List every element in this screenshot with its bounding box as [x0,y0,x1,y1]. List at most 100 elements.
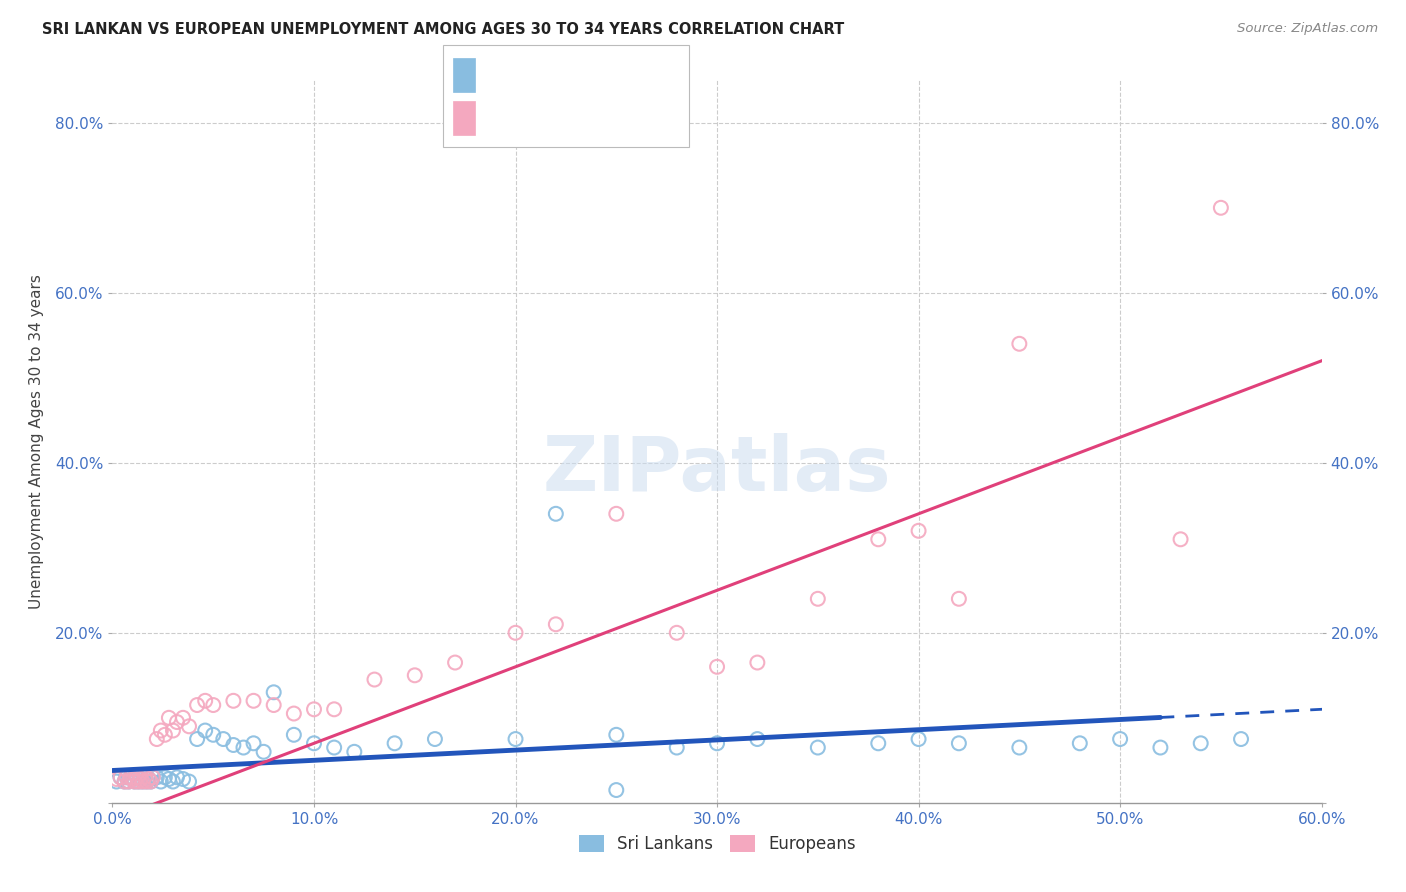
Point [665,740,688,755]
Point [242,736,264,750]
Point [868,533,890,547]
Point [177,774,200,789]
Point [121,772,143,786]
Point [907,524,929,538]
Point [128,774,150,789]
Point [505,732,527,747]
Point [129,772,152,786]
Point [139,774,162,789]
Point [120,770,142,784]
Point [134,770,156,784]
Point [194,694,217,708]
Point [1230,732,1253,747]
Point [149,774,172,789]
Point [605,507,627,521]
Point [162,774,184,789]
Point [105,772,128,786]
Point [283,728,305,742]
Point [384,736,406,750]
Point [747,656,769,670]
Text: Source: ZipAtlas.com: Source: ZipAtlas.com [1237,22,1378,36]
Point [105,774,128,789]
Point [177,719,200,733]
Point [605,783,627,797]
Point [124,774,146,789]
Point [142,770,165,784]
Point [194,723,217,738]
Point [706,736,728,750]
Point [202,728,225,742]
Point [343,745,366,759]
Point [747,732,769,747]
Point [1008,336,1031,351]
Point [868,736,890,750]
Point [605,728,627,742]
Point [186,698,208,712]
Point [706,660,728,674]
Point [323,702,346,716]
Point [263,698,285,712]
Point [128,774,150,789]
Point [323,740,346,755]
Point [120,770,142,784]
Point [253,745,276,759]
Y-axis label: Unemployment Among Ages 30 to 34 years: Unemployment Among Ages 30 to 34 years [30,274,44,609]
Point [132,774,155,789]
Point [138,772,160,786]
Point [146,732,169,747]
Point [202,698,225,712]
Point [135,774,157,789]
Point [242,694,264,708]
Point [115,770,138,784]
Point [907,732,929,747]
Point [134,770,156,784]
Point [117,774,139,789]
Point [157,711,180,725]
Point [544,617,567,632]
Point [121,772,143,786]
Text: 0.632: 0.632 [527,109,579,127]
Point [129,772,152,786]
Point [1069,736,1091,750]
Text: SRI LANKAN VS EUROPEAN UNEMPLOYMENT AMONG AGES 30 TO 34 YEARS CORRELATION CHART: SRI LANKAN VS EUROPEAN UNEMPLOYMENT AMON… [42,22,845,37]
Text: R =: R = [485,64,522,82]
Point [222,694,245,708]
Point [948,736,970,750]
Point [138,772,160,786]
Text: ZIPatlas: ZIPatlas [543,434,891,508]
Point [139,774,162,789]
Point [1170,533,1192,547]
Point [172,772,194,786]
Text: N =: N = [583,64,620,82]
Point [212,732,235,747]
Point [444,656,467,670]
Point [1149,740,1171,755]
Point [172,711,194,725]
Point [544,507,567,521]
Point [302,736,325,750]
Point [1189,736,1212,750]
Point [166,770,188,784]
Point [948,591,970,606]
Point [157,772,180,786]
Point [132,774,155,789]
Point [149,723,172,738]
Point [114,774,136,789]
Point [1109,732,1132,747]
Text: 50: 50 [623,109,645,127]
Point [186,732,208,747]
Point [363,673,385,687]
Point [153,770,176,784]
Legend: Sri Lankans, Europeans: Sri Lankans, Europeans [572,828,862,860]
Point [110,770,132,784]
Point [166,714,188,729]
Point [115,770,138,784]
Point [807,591,830,606]
Point [125,770,148,784]
Point [505,625,527,640]
Text: 57: 57 [623,64,645,82]
Point [1008,740,1031,755]
Point [142,770,165,784]
Point [263,685,285,699]
Point [153,728,176,742]
